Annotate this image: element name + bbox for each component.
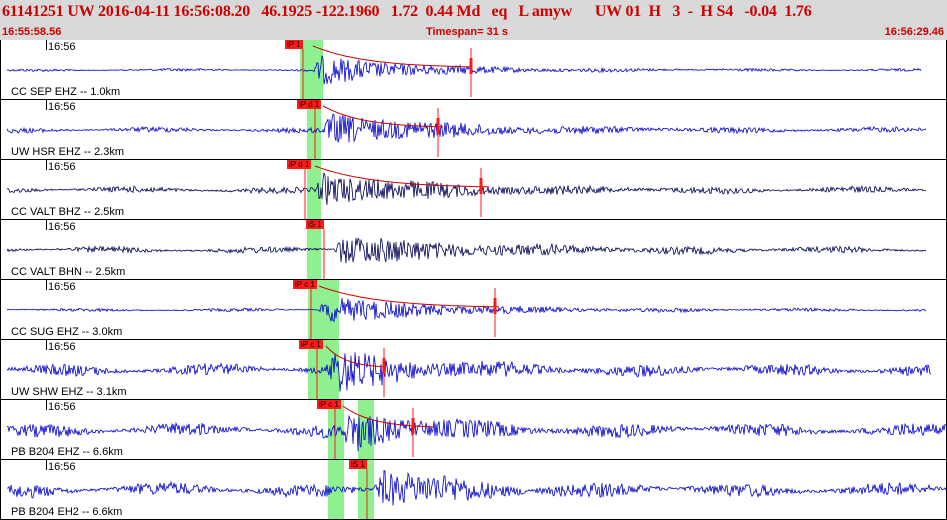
phase-pick-flag[interactable]: iP d 1: [287, 160, 312, 169]
analysis-window: [307, 100, 321, 159]
minute-tick-label: 16:56: [48, 41, 76, 53]
timespan-label: Timespan= 31 s: [426, 26, 509, 38]
phase-pick-flag[interactable]: iP d 1: [297, 100, 322, 109]
waveform-plot: [6, 280, 927, 339]
minute-tick-mark: [46, 400, 47, 410]
minute-tick-mark: [46, 40, 47, 50]
station-channel-label: CC SEP EHZ -- 1.0km: [11, 86, 121, 98]
phase-pick-flag[interactable]: iS 1: [306, 220, 324, 229]
analysis-window: [307, 220, 321, 279]
station-channel-label: UW HSR EHZ -- 2.3km: [11, 146, 125, 158]
analysis-window: [308, 340, 323, 399]
coda-curve: [325, 345, 387, 368]
coda-curve: [314, 165, 490, 188]
phase-pick-flag[interactable]: iP c 1: [293, 280, 317, 289]
waveform-plot: [6, 460, 946, 519]
minute-tick-mark: [46, 340, 47, 350]
trace-panel[interactable]: 16:56 iP c 1 PB B204 EHZ -- 6.6km: [0, 400, 947, 460]
waveform-line: [6, 55, 922, 85]
start-time-label: 16:55:58.56: [2, 26, 62, 38]
waveform-line: [6, 298, 927, 323]
analysis-window: [308, 280, 323, 339]
analysis-window: [300, 40, 308, 99]
waveform-plot: [6, 40, 922, 99]
waveform-line: [6, 352, 932, 392]
coda-curve: [342, 405, 434, 428]
waveform-line: [6, 113, 927, 143]
coda-curve: [318, 285, 500, 308]
phase-pick-flag[interactable]: iP c 1: [317, 400, 341, 409]
minute-tick-mark: [46, 460, 47, 470]
event-header: 61141251 UW 2016-04-11 16:56:08.20 46.19…: [0, 0, 947, 41]
analysis-window: [323, 280, 339, 339]
minute-tick-label: 16:56: [48, 101, 76, 113]
end-time-label: 16:56:29.46: [884, 26, 944, 38]
minute-tick-label: 16:56: [48, 161, 76, 173]
minute-tick-mark: [46, 220, 47, 230]
waveform-line: [6, 415, 946, 452]
trace-panel[interactable]: 16:56 iP 1 CC SEP EHZ -- 1.0km: [0, 40, 947, 100]
station-channel-label: PB B204 EH2 -- 6.6km: [11, 506, 123, 518]
seismogram-traces: 16:56 iP 1 CC SEP EHZ -- 1.0km 16:56 iP d 1 U…: [0, 40, 947, 520]
minute-tick-label: 16:56: [48, 221, 76, 233]
station-channel-label: UW SHW EHZ -- 3.1km: [11, 386, 127, 398]
phase-pick-flag[interactable]: iP 1: [285, 40, 303, 49]
trace-panel[interactable]: 16:56 iP c 1 CC SUG EHZ -- 3.0km: [0, 280, 947, 340]
minute-tick-mark: [46, 280, 47, 290]
waveform-plot: [6, 400, 946, 459]
analysis-window: [308, 40, 323, 99]
waveform-line: [6, 171, 927, 205]
coda-curve: [312, 45, 473, 68]
event-summary-title: 61141251 UW 2016-04-11 16:56:08.20 46.19…: [2, 3, 812, 20]
phase-pick-flag[interactable]: iP c 1: [299, 340, 323, 349]
station-channel-label: PB B204 EHZ -- 6.6km: [11, 446, 123, 458]
trace-panel[interactable]: 16:56 iP c 1 UW SHW EHZ -- 3.1km: [0, 340, 947, 400]
waveform-plot: [6, 100, 927, 159]
station-channel-label: CC VALT BHZ -- 2.5km: [11, 206, 125, 218]
analysis-window: [358, 460, 374, 519]
minute-tick-mark: [46, 160, 47, 170]
coda-curve: [322, 105, 444, 128]
phase-pick-flag[interactable]: iS 1: [349, 460, 367, 469]
station-channel-label: CC SUG EHZ -- 3.0km: [11, 326, 123, 338]
station-channel-label: CC VALT BHN -- 2.5km: [11, 266, 126, 278]
minute-tick-label: 16:56: [48, 401, 76, 413]
trace-panel[interactable]: 16:56 iP d 1 UW HSR EHZ -- 2.3km: [0, 100, 947, 160]
minute-tick-label: 16:56: [48, 281, 76, 293]
minute-tick-label: 16:56: [48, 341, 76, 353]
trace-panel[interactable]: 16:56 iP d 1 CC VALT BHZ -- 2.5km: [0, 160, 947, 220]
analysis-window: [328, 400, 344, 459]
waveform-plot: [6, 340, 932, 399]
trace-panel[interactable]: 16:56 iS 1 PB B204 EH2 -- 6.6km: [0, 460, 947, 520]
waveform-plot: [6, 160, 927, 219]
waveform-line: [6, 237, 927, 264]
minute-tick-label: 16:56: [48, 461, 76, 473]
minute-tick-mark: [46, 100, 47, 110]
waveform-line: [6, 470, 946, 506]
waveform-plot: [6, 220, 927, 279]
trace-panel[interactable]: 16:56 iS 1 CC VALT BHN -- 2.5km: [0, 220, 947, 280]
